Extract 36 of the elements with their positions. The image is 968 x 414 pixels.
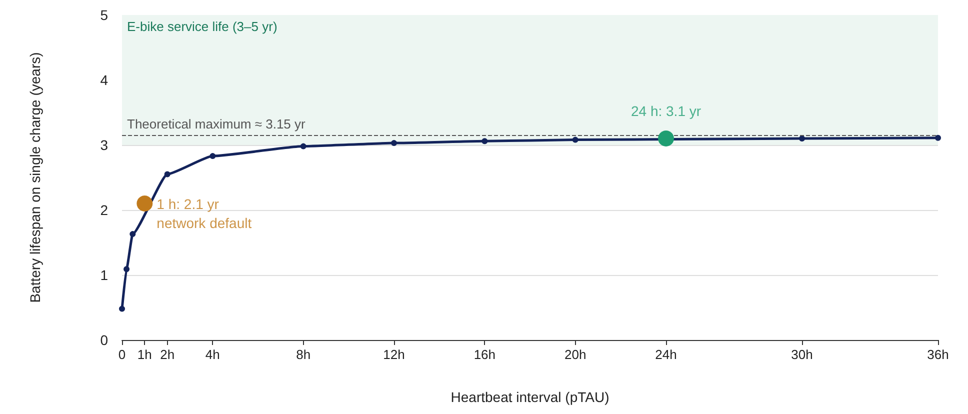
point	[210, 153, 216, 160]
point	[935, 134, 941, 141]
x-tick-label: 36h	[927, 347, 949, 362]
point	[136, 196, 153, 212]
x-tick-label: 12h	[383, 347, 405, 362]
y-tick-label: 0	[100, 332, 108, 348]
y-tick-label: 4	[100, 72, 108, 88]
point	[164, 171, 170, 178]
y-tick-label: 3	[100, 137, 108, 153]
x-tick-label: 8h	[296, 347, 311, 362]
x-tick-label: 20h	[564, 347, 586, 362]
point	[658, 130, 674, 146]
x-axis-title: Heartbeat interval (pTAU)	[450, 389, 610, 405]
point	[799, 136, 805, 142]
x-tick-label: 2h	[160, 347, 175, 362]
y-axis-title: Battery lifespan on single charge (years)	[27, 52, 43, 303]
point	[391, 140, 397, 146]
x-tick-label: 30h	[791, 347, 813, 362]
x-tick-label: 1h	[137, 347, 152, 362]
ref-line-label: Theoretical maximum ≈ 3.15 yr	[127, 116, 306, 132]
y-tick-label: 1	[100, 267, 108, 283]
point	[300, 143, 306, 150]
y-tick-label: 5	[100, 7, 108, 23]
x-tick-label: 16h	[474, 347, 496, 362]
point	[572, 136, 578, 143]
point	[119, 306, 125, 312]
annotation: 24 h: 3.1 yr	[630, 103, 702, 119]
x-tick-label: 24h	[655, 347, 677, 362]
x-tick-label: 0	[118, 347, 126, 362]
band-label: E-bike service life (3–5 yr)	[127, 19, 278, 34]
point	[130, 231, 136, 238]
point	[482, 138, 488, 144]
x-tick-label: 4h	[205, 347, 220, 362]
annotation: 1 h: 2.1 yr network default	[156, 196, 252, 231]
y-tick-label: 2	[100, 202, 108, 218]
point	[124, 266, 130, 272]
